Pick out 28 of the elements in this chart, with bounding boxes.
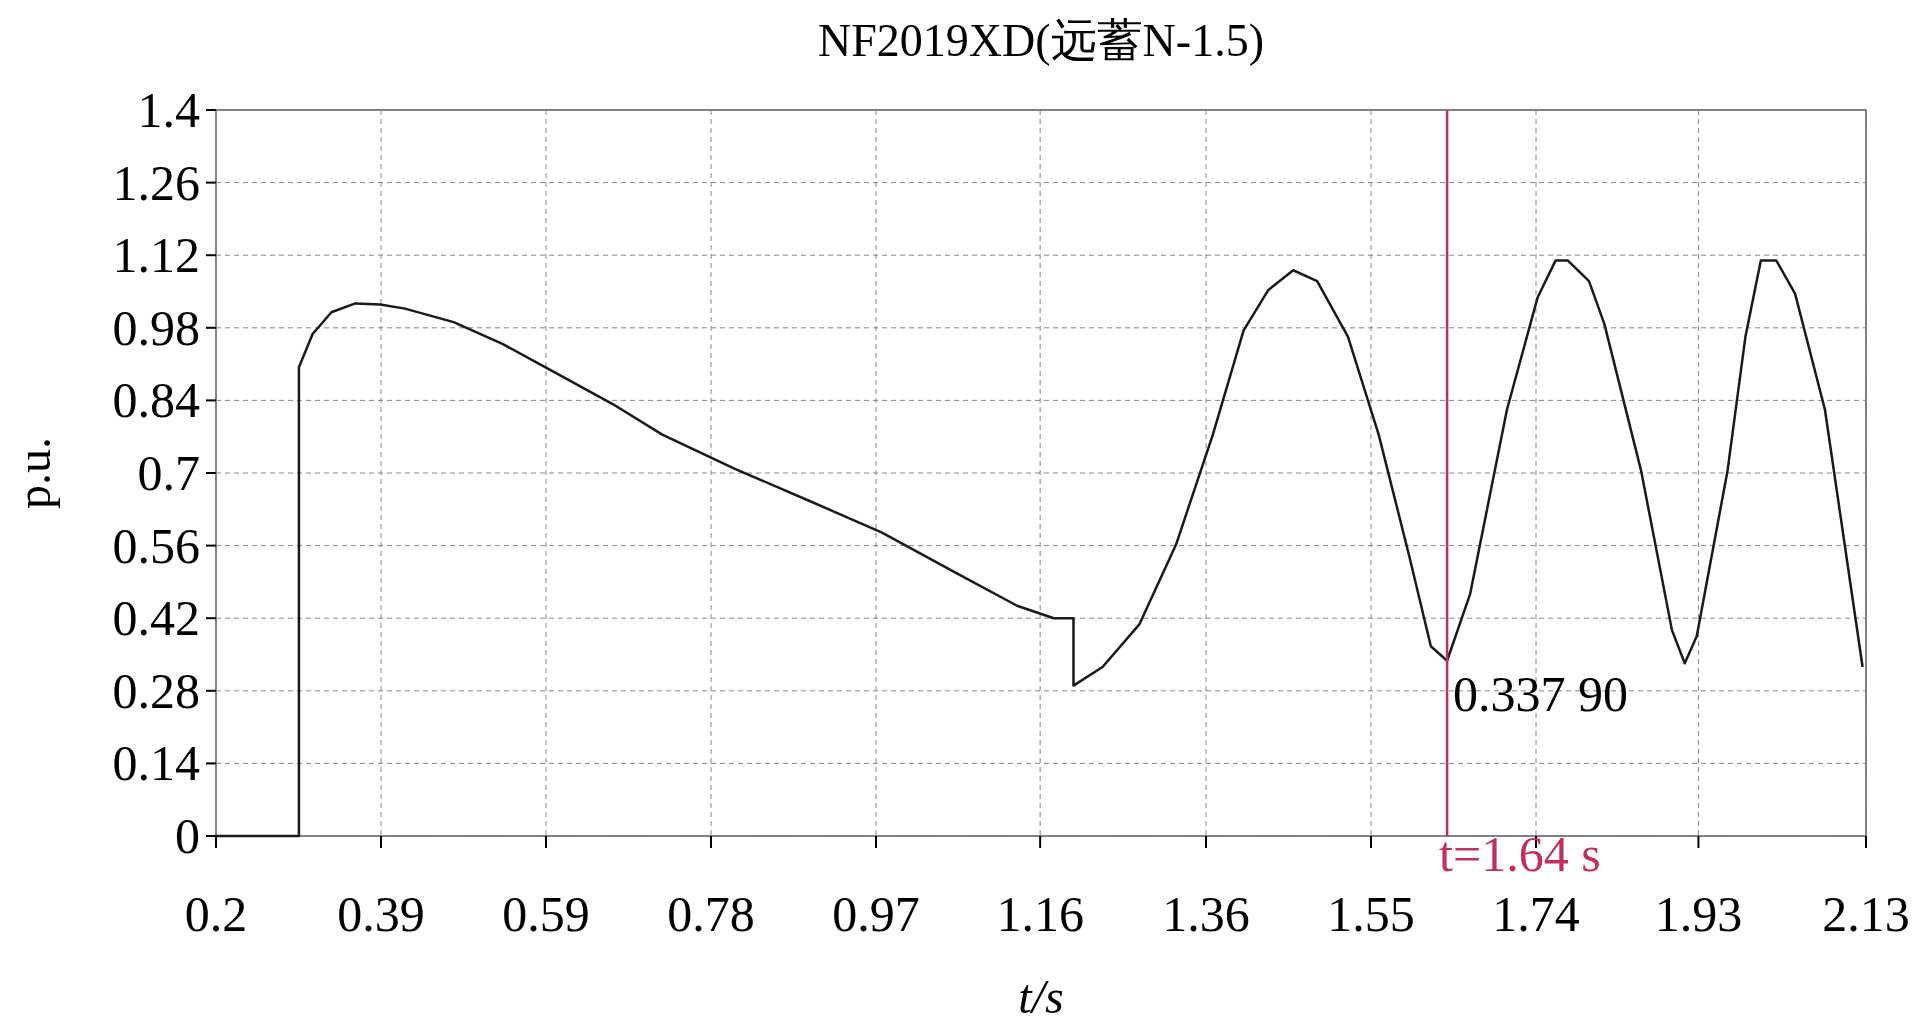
y-tick-label: 1.4 <box>137 82 200 138</box>
x-tick-label: 1.16 <box>996 886 1084 942</box>
x-tick-label: 0.97 <box>832 886 920 942</box>
ref-line-label: t=1.64 s <box>1439 826 1601 882</box>
y-tick-label: 1.12 <box>112 227 200 284</box>
y-tick-label: 0.14 <box>112 735 200 792</box>
x-tick-label: 0.78 <box>667 886 755 942</box>
x-tick-label: 1.93 <box>1654 886 1743 942</box>
y-tick-label: 0.28 <box>112 662 200 719</box>
y-tick-label: 0.56 <box>112 517 200 574</box>
x-tick-label: 1.74 <box>1492 886 1580 942</box>
y-tick-label: 0.98 <box>112 299 200 356</box>
y-axis-title: p.u. <box>7 437 60 509</box>
y-tick-label: 0.84 <box>112 372 200 429</box>
x-axis-title: t/s <box>1018 970 1064 1023</box>
y-tick-label: 1.26 <box>112 154 200 211</box>
x-tick-label: 0.59 <box>502 886 590 942</box>
x-tick-label: 1.36 <box>1162 886 1250 942</box>
y-tick-label: 0 <box>175 808 200 864</box>
line-series <box>214 259 1864 838</box>
y-tick-label: 0.42 <box>112 590 200 647</box>
x-tick-label: 0.39 <box>337 886 425 942</box>
chart-title: NF2019XD(远蓄N-1.5) <box>818 15 1264 66</box>
y-tick-label: 0.7 <box>137 445 200 501</box>
x-tick-label: 0.2 <box>184 886 248 942</box>
x-tick-label: 2.13 <box>1822 886 1910 942</box>
x-tick-label: 1.55 <box>1327 886 1415 942</box>
annotation: 0.337 90 <box>1453 665 1629 722</box>
